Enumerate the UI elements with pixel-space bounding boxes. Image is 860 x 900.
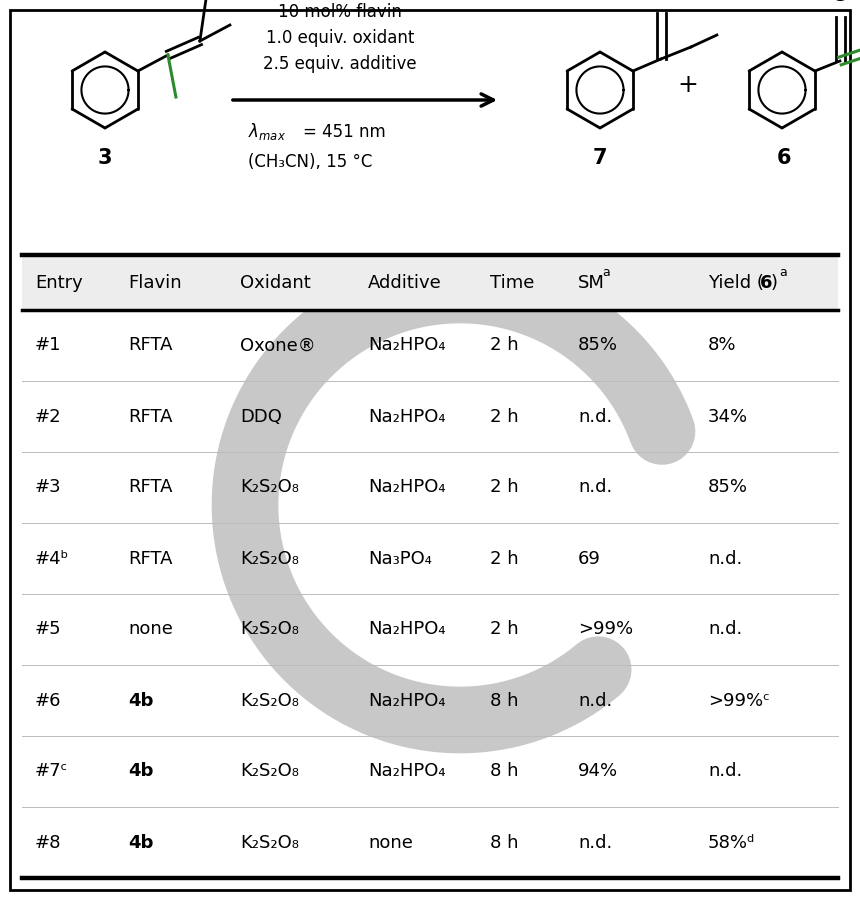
Text: 69: 69 [578,550,601,568]
Text: O: O [653,0,669,1]
Text: RFTA: RFTA [128,479,173,497]
Text: O: O [832,0,848,5]
Text: 2 h: 2 h [490,479,519,497]
Text: n.d.: n.d. [578,408,612,426]
Text: n.d.: n.d. [578,691,612,709]
Text: 8 h: 8 h [490,833,519,851]
Text: 8 h: 8 h [490,762,519,780]
Text: = 451 nm: = 451 nm [303,123,386,141]
Text: 6: 6 [777,148,791,168]
Text: +: + [678,73,698,97]
Text: Oxone®: Oxone® [240,337,316,355]
Text: #1: #1 [35,337,62,355]
Text: #6: #6 [35,691,62,709]
Text: Na₂HPO₄: Na₂HPO₄ [368,691,445,709]
Text: Na₂HPO₄: Na₂HPO₄ [368,620,445,638]
Text: Additive: Additive [368,274,442,292]
Text: 4b: 4b [128,833,153,851]
Text: 7: 7 [593,148,607,168]
Text: >99%: >99% [578,620,633,638]
Text: 2.5 equiv. additive: 2.5 equiv. additive [263,55,417,73]
Text: K₂S₂O₈: K₂S₂O₈ [240,620,299,638]
Text: Na₃PO₄: Na₃PO₄ [368,550,432,568]
Text: Flavin: Flavin [128,274,181,292]
Text: $\lambda_{max}$: $\lambda_{max}$ [248,122,286,142]
Text: K₂S₂O₈: K₂S₂O₈ [240,550,299,568]
Text: RFTA: RFTA [128,337,173,355]
Text: ): ) [771,274,778,292]
Text: none: none [128,620,173,638]
Text: 6: 6 [760,274,772,292]
Text: >99%ᶜ: >99%ᶜ [708,691,770,709]
Text: K₂S₂O₈: K₂S₂O₈ [240,691,299,709]
Text: RFTA: RFTA [128,408,173,426]
Text: Na₂HPO₄: Na₂HPO₄ [368,408,445,426]
Text: 2 h: 2 h [490,408,519,426]
Text: #7ᶜ: #7ᶜ [35,762,68,780]
Text: n.d.: n.d. [578,833,612,851]
Text: 85%: 85% [708,479,748,497]
Text: 8 h: 8 h [490,691,519,709]
Text: DDQ: DDQ [240,408,282,426]
Text: Na₂HPO₄: Na₂HPO₄ [368,337,445,355]
Text: n.d.: n.d. [708,762,742,780]
Text: K₂S₂O₈: K₂S₂O₈ [240,762,299,780]
Text: 3: 3 [98,148,113,168]
Text: n.d.: n.d. [578,479,612,497]
Text: a: a [602,266,610,279]
Text: 94%: 94% [578,762,618,780]
Text: #3: #3 [35,479,62,497]
Text: Yield (: Yield ( [708,274,764,292]
Text: 2 h: 2 h [490,337,519,355]
Text: Entry: Entry [35,274,83,292]
Text: 4b: 4b [128,691,153,709]
Text: #8: #8 [35,833,62,851]
Text: #2: #2 [35,408,62,426]
Text: K₂S₂O₈: K₂S₂O₈ [240,479,299,497]
Text: Na₂HPO₄: Na₂HPO₄ [368,762,445,780]
Text: 34%: 34% [708,408,748,426]
Text: Na₂HPO₄: Na₂HPO₄ [368,479,445,497]
Text: 8%: 8% [708,337,736,355]
Text: 58%ᵈ: 58%ᵈ [708,833,755,851]
Text: #4ᵇ: #4ᵇ [35,550,70,568]
Text: (CH₃CN), 15 °C: (CH₃CN), 15 °C [248,153,372,171]
Text: SM: SM [578,274,605,292]
Text: 85%: 85% [578,337,618,355]
Text: RFTA: RFTA [128,550,173,568]
Bar [22,255,838,310]
Text: 2 h: 2 h [490,620,519,638]
Text: 2 h: 2 h [490,550,519,568]
Text: 10 mol% flavin: 10 mol% flavin [278,3,402,21]
Text: Time: Time [490,274,534,292]
Text: n.d.: n.d. [708,620,742,638]
Text: 4b: 4b [128,762,153,780]
Text: Oxidant: Oxidant [240,274,310,292]
Text: a: a [779,266,787,279]
Text: #5: #5 [35,620,62,638]
Text: none: none [368,833,413,851]
Text: n.d.: n.d. [708,550,742,568]
Text: K₂S₂O₈: K₂S₂O₈ [240,833,299,851]
Text: 1.0 equiv. oxidant: 1.0 equiv. oxidant [266,29,415,47]
